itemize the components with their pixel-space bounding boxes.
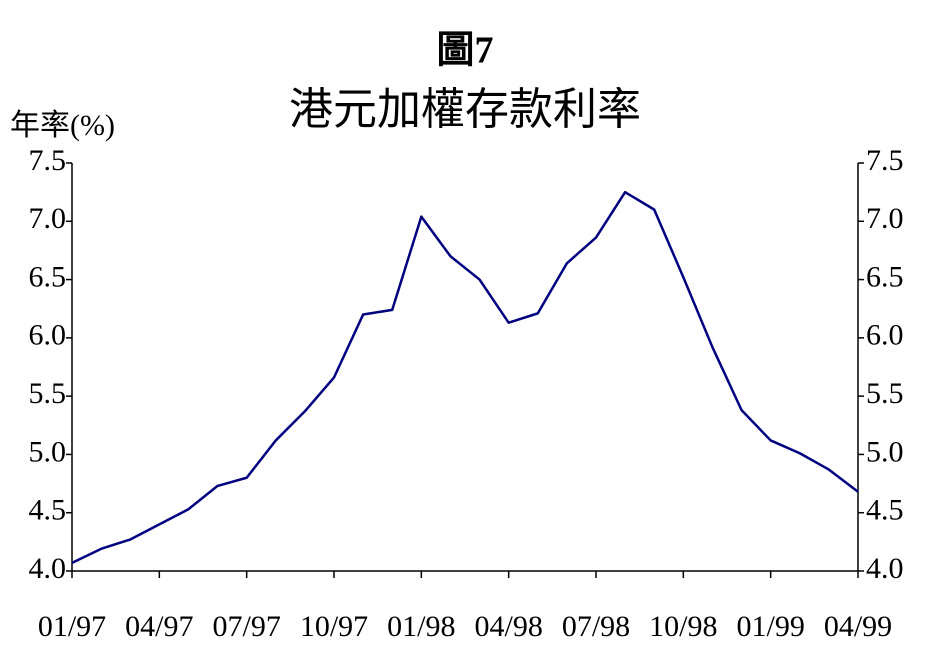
- y-tick-label: 4.5: [29, 494, 67, 527]
- chart-subtitle: 港元加權存款利率: [289, 85, 641, 134]
- y-tick-label: 5.5: [29, 377, 67, 410]
- y-tick-label: 6.5: [29, 260, 67, 293]
- y-tick-label: 7.0: [29, 202, 67, 235]
- y2-tick-label: 4.5: [866, 494, 904, 527]
- y2-tick-label: 7.5: [866, 144, 904, 177]
- x-tick-label: 10/98: [649, 610, 717, 643]
- x-tick-label: 04/98: [474, 610, 542, 643]
- y-tick-label: 7.5: [29, 144, 67, 177]
- y-tick-label: 4.0: [29, 552, 67, 585]
- chart-title: 圖7: [436, 30, 493, 72]
- x-tick-label: 01/99: [736, 610, 804, 643]
- x-tick-label: 04/99: [824, 610, 892, 643]
- x-tick-label: 01/97: [38, 610, 106, 643]
- data-line: [71, 190, 859, 564]
- y2-tick-label: 4.0: [866, 552, 904, 585]
- y2-tick-label: 5.0: [866, 435, 904, 468]
- x-tick-label: 01/98: [387, 610, 455, 643]
- y2-tick-label: 6.5: [866, 260, 904, 293]
- y2-tick-label: 7.0: [866, 202, 904, 235]
- y2-tick-label: 5.5: [866, 377, 904, 410]
- y-axis-label: 年率(%): [10, 109, 115, 142]
- x-tick-label: 07/97: [212, 610, 280, 643]
- y-tick-label: 6.0: [29, 319, 67, 352]
- x-tick-label: 07/98: [562, 610, 630, 643]
- y-tick-label: 5.0: [29, 435, 67, 468]
- x-tick-label: 04/97: [125, 610, 193, 643]
- x-tick-label: 10/97: [300, 610, 368, 643]
- y2-tick-label: 6.0: [866, 319, 904, 352]
